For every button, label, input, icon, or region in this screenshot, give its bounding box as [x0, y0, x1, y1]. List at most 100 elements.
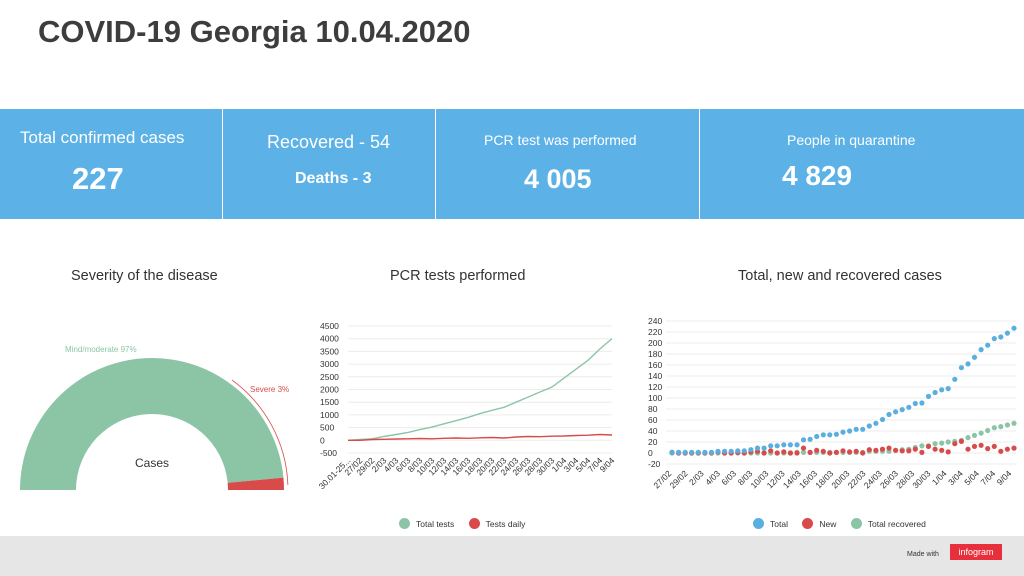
deaths-label: Deaths - 3 [295, 170, 372, 187]
legend-label: Total recovered [867, 518, 926, 529]
total-point [728, 448, 734, 454]
new-point [965, 446, 971, 452]
total-point [787, 442, 793, 448]
recovered-label: Recovered - 54 [267, 132, 391, 152]
new-point [952, 441, 958, 447]
confirmed-stat: Total confirmed cases 227 [0, 109, 222, 219]
total-point [893, 409, 899, 415]
new-point [978, 442, 984, 448]
total-point [708, 449, 715, 455]
stat-divider [222, 109, 223, 219]
severity-chart-title: Severity of the disease [71, 268, 218, 284]
new-point [998, 448, 1004, 454]
y-tick-label: 100 [648, 393, 662, 403]
total-tests-line [347, 338, 613, 441]
new-point [761, 450, 767, 456]
recovered-point [939, 440, 945, 446]
stat-divider [435, 109, 436, 219]
quarantine-label: People in quarantine [787, 132, 916, 148]
legend-dot [802, 518, 814, 529]
total-point [873, 420, 879, 426]
total-point [945, 386, 951, 392]
severity-center-label: Cases [135, 456, 169, 470]
y-tick-label: 2500 [320, 372, 339, 382]
total-point [794, 442, 800, 448]
new-point [847, 449, 853, 455]
legend-total-recovered[interactable]: Total recovered [850, 518, 926, 529]
y-tick-label: 3500 [320, 346, 339, 356]
y-tick-label: 20 [648, 437, 658, 447]
new-point [827, 450, 833, 456]
recovered-point [971, 432, 978, 438]
new-point [768, 448, 774, 454]
total-point [676, 449, 682, 455]
recovered-point [978, 430, 984, 436]
legend-dot [468, 518, 480, 529]
total-point [689, 449, 695, 455]
y-tick-label: -20 [648, 459, 661, 469]
y-tick-label: 120 [648, 382, 662, 392]
total-point [853, 426, 859, 432]
legend-dot [753, 518, 764, 529]
pcr-chart-title: PCR tests performed [390, 268, 526, 284]
total-point [985, 342, 991, 348]
legend-label: Total [770, 518, 788, 529]
y-tick-label: 3000 [320, 359, 339, 369]
recovered-point [998, 424, 1004, 430]
x-tick-label: 9/04 [598, 455, 617, 474]
infogram-logo[interactable]: infogram [950, 544, 1002, 560]
y-tick-label: 240 [648, 316, 662, 326]
recovered-point [919, 443, 925, 449]
x-tick-label: 9/04 [995, 468, 1014, 487]
stat-divider [699, 109, 700, 219]
legend-total[interactable]: Total [753, 518, 788, 529]
legend-tests-daily[interactable]: Tests daily [468, 518, 526, 529]
recovered-point [932, 441, 938, 447]
x-tick-label: 5/04 [962, 468, 981, 487]
confirmed-label: Total confirmed cases [20, 128, 185, 147]
new-point [945, 449, 951, 455]
total-point [702, 449, 708, 455]
total-point [952, 376, 958, 382]
tests-daily-line [348, 433, 613, 441]
pcr-value: 4 005 [524, 164, 592, 194]
total-point [971, 354, 978, 360]
legend-total-tests[interactable]: Total tests [399, 518, 454, 529]
total-point [669, 449, 675, 455]
legend-dot [850, 518, 862, 529]
page-title: COVID-19 Georgia 10.04.2020 [38, 14, 471, 49]
severity-chart: Mind/moderate 97% Severe 3% Cases [20, 345, 289, 490]
recovered-point [1011, 420, 1017, 426]
total-point [774, 443, 780, 449]
severity-slice-moderate [20, 357, 284, 490]
new-point [787, 450, 793, 456]
legend-new[interactable]: New [802, 518, 836, 529]
y-tick-label: 180 [648, 349, 662, 359]
quarantine-value: 4 829 [782, 160, 853, 191]
pcr-chart: 4500 4000 3500 3000 2500 2000 1500 1000 500 0 -500… [317, 321, 617, 491]
total-point [978, 347, 984, 353]
new-point [820, 448, 826, 454]
total-point [754, 445, 761, 451]
y-tick-label: 500 [320, 423, 334, 433]
new-point [906, 448, 912, 454]
legend-label: Tests daily [485, 518, 526, 529]
cases-chart-title: Total, new and recovered cases [738, 268, 942, 284]
total-point [833, 431, 839, 437]
total-point [1004, 330, 1010, 336]
x-tick-label: 7/04 [978, 468, 997, 487]
total-point [866, 423, 872, 429]
recovered-point [991, 425, 997, 431]
severity-label-moderate: Mind/moderate 97% [65, 345, 137, 354]
legend-dot [399, 518, 410, 529]
cases-legend: Total New Total recovered [753, 518, 938, 531]
new-point [991, 443, 997, 449]
total-point [781, 442, 787, 448]
total-point [958, 365, 964, 371]
new-point [912, 446, 918, 452]
total-point [991, 336, 997, 342]
total-point [682, 449, 688, 455]
total-point [715, 448, 721, 454]
total-point [748, 447, 754, 453]
new-point [925, 443, 932, 449]
